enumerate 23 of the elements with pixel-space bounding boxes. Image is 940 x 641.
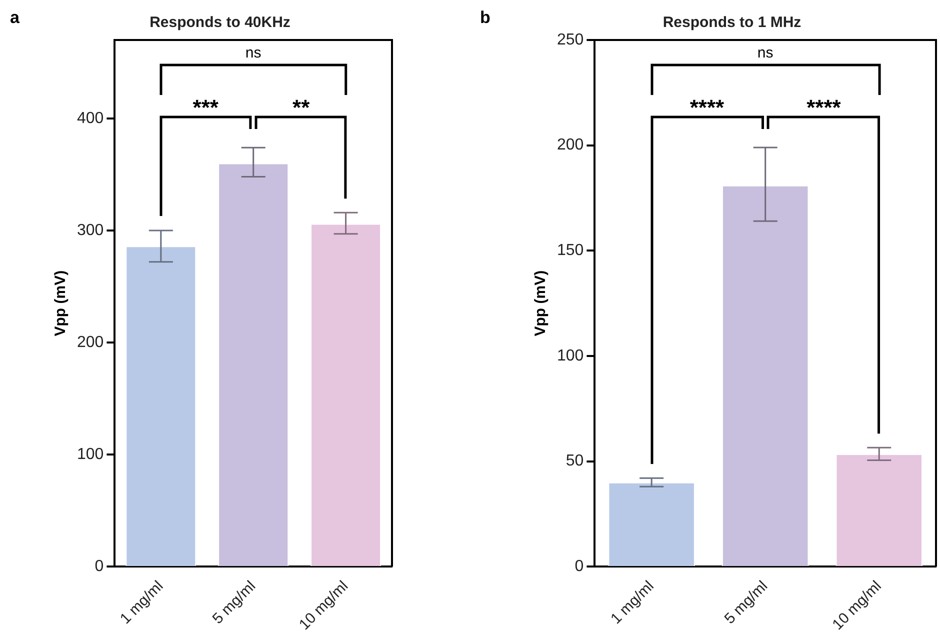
y-axis-title: Vpp (mV) xyxy=(52,270,70,336)
y-tick-label: 100 xyxy=(556,347,584,364)
y-tick-label: 300 xyxy=(76,222,104,239)
annotation: ** xyxy=(292,95,310,120)
y-tick-label: 0 xyxy=(574,558,584,576)
y-tick-label: 150 xyxy=(556,242,584,260)
text: b xyxy=(480,8,490,28)
y-tick-label: 400 xyxy=(76,110,104,127)
y-tick-label: 100 xyxy=(76,446,104,464)
y-tick-label: 200 xyxy=(76,334,104,351)
text: a xyxy=(10,8,20,28)
y-tick-label: 250 xyxy=(556,31,584,48)
annotation: *** xyxy=(192,95,219,120)
y-tick-label: 50 xyxy=(566,452,584,470)
y-tick-label: 200 xyxy=(556,136,584,154)
y-tick-label: 0 xyxy=(94,558,104,576)
annotation: ns xyxy=(757,44,774,62)
y-axis-title: Vpp (mV) xyxy=(532,270,550,336)
annotation: **** xyxy=(690,95,725,120)
chart-title: Responds to 1 MHz xyxy=(662,14,802,32)
annotation: ns xyxy=(245,44,262,62)
annotation: **** xyxy=(806,95,842,120)
chart-title: Responds to 40KHz xyxy=(150,14,290,32)
